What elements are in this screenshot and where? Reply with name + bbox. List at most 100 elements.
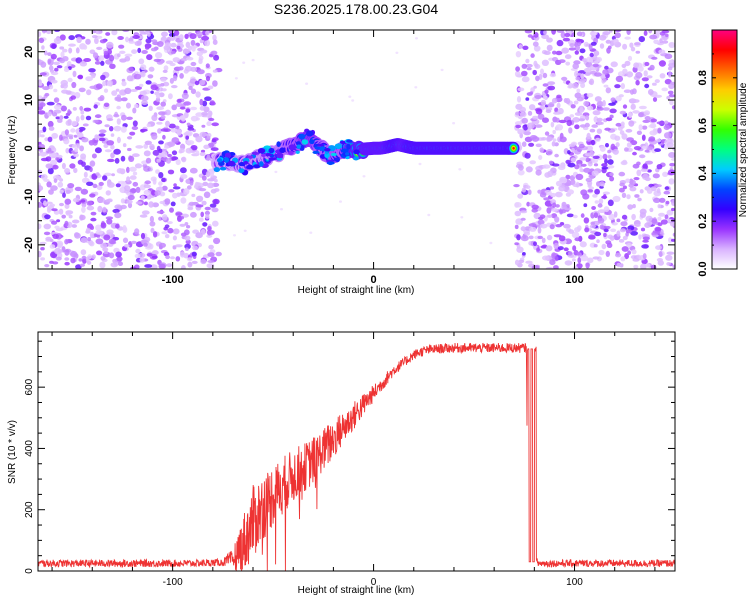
- noise-speckle: [50, 79, 58, 84]
- noise-speckle: [147, 74, 154, 79]
- noise-speckle: [553, 265, 559, 269]
- noise-speckle: [51, 152, 58, 157]
- noise-speckle: [100, 74, 106, 81]
- noise-speckle: [167, 141, 176, 147]
- noise-speckle: [601, 243, 607, 250]
- noise-speckle: [143, 150, 151, 157]
- noise-speckle: [161, 88, 167, 92]
- noise-speckle: [605, 240, 612, 245]
- noise-speckle: [158, 111, 166, 116]
- noise-speckle: [544, 89, 549, 94]
- noise-speckle: [203, 144, 210, 150]
- noise-speckle: [53, 97, 60, 103]
- noise-speckle: [194, 80, 200, 86]
- noise-speckle: [152, 202, 160, 208]
- signal-mark: [216, 158, 223, 163]
- noise-speckle: [169, 207, 174, 213]
- noise-speckle: [160, 77, 167, 82]
- noise-speckle: [624, 60, 631, 67]
- noise-speckle: [584, 72, 591, 76]
- noise-speckle: [568, 127, 573, 134]
- noise-speckle: [654, 30, 661, 35]
- noise-speckle: [96, 250, 103, 256]
- signal-mark: [298, 133, 306, 140]
- noise-speckle: [95, 83, 103, 90]
- noise-speckle: [531, 265, 540, 269]
- signal-mark: [224, 152, 231, 158]
- noise-speckle: [642, 239, 649, 243]
- noise-speckle: [666, 141, 674, 148]
- noise-speckle: [234, 77, 238, 80]
- noise-speckle: [47, 58, 52, 65]
- noise-speckle: [572, 63, 579, 70]
- noise-speckle: [62, 192, 66, 198]
- noise-speckle: [68, 47, 72, 54]
- noise-speckle: [95, 238, 104, 245]
- noise-speckle: [521, 141, 527, 147]
- signal-mark: [301, 139, 309, 145]
- noise-speckle: [233, 234, 236, 237]
- colorbar-tick-label: 0.4: [697, 165, 709, 181]
- noise-speckle: [159, 200, 166, 205]
- noise-speckle: [633, 264, 639, 269]
- noise-speckle: [190, 106, 198, 111]
- noise-speckle: [657, 204, 662, 209]
- noise-speckle: [209, 249, 216, 254]
- noise-speckle: [107, 182, 115, 188]
- signal-mark: [352, 156, 360, 161]
- noise-speckle: [106, 140, 115, 146]
- noise-speckle: [115, 88, 120, 92]
- noise-speckle: [45, 163, 53, 169]
- noise-speckle: [542, 83, 549, 87]
- noise-speckle: [592, 63, 599, 68]
- noise-speckle: [668, 66, 673, 71]
- noise-speckle: [601, 166, 609, 170]
- noise-speckle: [581, 58, 588, 63]
- noise-speckle: [555, 180, 563, 187]
- noise-speckle: [75, 57, 83, 64]
- noise-speckle: [158, 181, 163, 186]
- noise-speckle: [522, 252, 526, 256]
- noise-speckle: [668, 152, 675, 158]
- noise-speckle: [548, 160, 554, 165]
- noise-speckle: [51, 220, 58, 225]
- noise-speckle: [98, 181, 104, 186]
- noise-speckle: [156, 210, 165, 214]
- noise-speckle: [51, 208, 58, 212]
- noise-speckle: [636, 169, 642, 176]
- noise-speckle: [133, 73, 142, 80]
- noise-speckle: [53, 61, 61, 65]
- snr-series-line: [38, 342, 675, 571]
- noise-speckle: [615, 252, 622, 258]
- noise-speckle: [126, 102, 131, 109]
- noise-speckle: [113, 261, 118, 266]
- noise-speckle: [609, 172, 614, 177]
- noise-speckle: [211, 122, 219, 127]
- noise-speckle: [633, 177, 640, 181]
- noise-speckle: [117, 53, 121, 58]
- noise-speckle: [583, 217, 590, 224]
- noise-speckle: [215, 251, 222, 257]
- noise-speckle: [644, 149, 650, 153]
- noise-speckle: [669, 162, 675, 167]
- noise-speckle: [621, 192, 627, 198]
- noise-speckle: [158, 172, 164, 179]
- noise-speckle: [670, 221, 675, 227]
- noise-speckle: [515, 66, 520, 72]
- noise-speckle: [427, 213, 431, 217]
- noise-speckle: [43, 231, 51, 236]
- noise-speckle: [588, 234, 596, 239]
- noise-speckle: [198, 58, 203, 65]
- noise-speckle: [167, 227, 174, 234]
- noise-speckle: [76, 36, 82, 43]
- noise-speckle: [59, 34, 66, 41]
- noise-speckle: [521, 117, 528, 124]
- noise-speckle: [151, 250, 159, 256]
- noise-speckle: [639, 212, 647, 218]
- noise-speckle: [630, 140, 638, 146]
- noise-speckle: [206, 234, 213, 238]
- noise-speckle: [589, 31, 598, 36]
- noise-speckle: [205, 214, 210, 220]
- noise-speckle: [546, 37, 553, 43]
- noise-speckle: [515, 124, 522, 129]
